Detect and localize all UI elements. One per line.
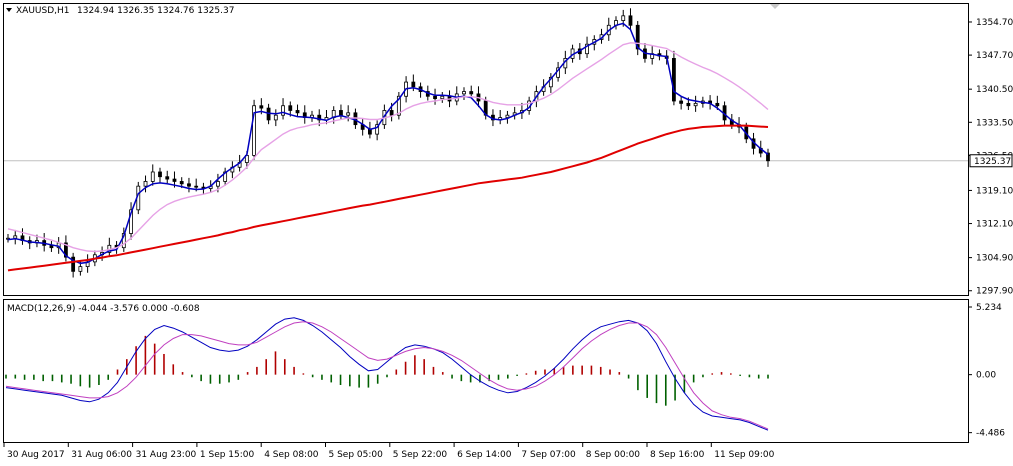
price-bar-body bbox=[187, 183, 191, 187]
macd-panel-frame bbox=[3, 299, 969, 443]
price-tick-label: 1340.50 bbox=[976, 85, 1013, 95]
price-bar-body bbox=[179, 181, 184, 185]
time-tick-label: 1 Sep 15:00 bbox=[200, 450, 255, 460]
price-bar-body bbox=[462, 91, 466, 95]
current-price-label: 1325.37 bbox=[974, 157, 1011, 167]
macd-label: MACD(12,26,9) -4.044 -3.576 0.000 -0.608 bbox=[7, 304, 200, 314]
current-price-box bbox=[969, 154, 1013, 168]
symbol-label: XAUUSD,H1 bbox=[16, 6, 70, 16]
price-bar-body bbox=[672, 58, 676, 102]
price-bar-body bbox=[686, 102, 691, 107]
price-bar-body bbox=[158, 171, 162, 178]
time-tick-label: 31 Aug 23:00 bbox=[136, 450, 197, 460]
price-tick-label: 1304.90 bbox=[976, 254, 1013, 264]
price-bar-body bbox=[288, 105, 293, 111]
price-bar-body bbox=[346, 112, 351, 116]
price-bar-body bbox=[259, 105, 264, 109]
price-tick-label: 1333.50 bbox=[976, 118, 1013, 128]
price-bar-body bbox=[505, 114, 510, 118]
price-bar-body bbox=[143, 181, 148, 187]
price-bar-body bbox=[295, 110, 300, 114]
price-bar-body bbox=[216, 181, 220, 187]
time-tick-label: 5 Sep 05:00 bbox=[329, 450, 384, 460]
price-bar-body bbox=[679, 100, 684, 104]
price-bar-body bbox=[440, 95, 445, 100]
macd-axis: 5.234 0.00 -4.486 bbox=[968, 303, 1005, 439]
price-bar-body bbox=[78, 266, 83, 272]
price-bar-body bbox=[585, 43, 589, 55]
mid-ma-line bbox=[7, 42, 769, 253]
price-bar-body bbox=[693, 102, 698, 107]
price-bar-body bbox=[766, 152, 770, 162]
macd-tick-label: -4.486 bbox=[976, 429, 1005, 439]
price-bar-body bbox=[71, 256, 76, 272]
price-bar-body bbox=[548, 76, 553, 88]
price-axis: 1354.701347.701340.501333.501326.501319.… bbox=[968, 18, 1013, 297]
price-bar-body bbox=[165, 176, 170, 180]
ohlc-values: 1324.94 1326.35 1324.76 1325.37 bbox=[77, 6, 234, 16]
price-bar-body bbox=[172, 178, 177, 182]
price-bar-body bbox=[194, 185, 199, 188]
price-bar-body bbox=[628, 15, 633, 26]
price-bar-body bbox=[469, 91, 474, 95]
time-tick-label: 11 Sep 09:00 bbox=[714, 450, 774, 460]
time-tick-label: 8 Sep 00:00 bbox=[586, 450, 641, 460]
price-bar-body bbox=[411, 81, 416, 88]
price-bar-body bbox=[273, 114, 278, 121]
price-bar-body bbox=[339, 110, 343, 116]
macd-line bbox=[5, 317, 769, 431]
slow-ma-line bbox=[7, 124, 769, 272]
time-tick-label: 6 Sep 14:00 bbox=[457, 450, 512, 460]
collapse-triangle-icon[interactable] bbox=[6, 8, 12, 12]
macd-lines bbox=[5, 317, 769, 431]
price-tick-label: 1297.90 bbox=[976, 287, 1013, 297]
time-axis: 30 Aug 2017 31 Aug 06:00 31 Aug 23:00 1 Sep… bbox=[3, 442, 775, 460]
macd-tick-label: 5.234 bbox=[976, 303, 1002, 313]
price-bar-body bbox=[635, 24, 640, 50]
signal-line bbox=[5, 321, 769, 430]
price-bar-body bbox=[129, 209, 133, 234]
price-tick-label: 1319.10 bbox=[976, 186, 1013, 196]
price-bar-body bbox=[375, 124, 380, 135]
shift-marker-icon[interactable] bbox=[770, 4, 780, 9]
price-bar-body bbox=[715, 102, 720, 107]
price-bar-body bbox=[281, 105, 285, 116]
price-bar-body bbox=[150, 171, 155, 182]
price-bar-body bbox=[252, 105, 256, 156]
price-bar-body bbox=[13, 235, 18, 239]
time-tick-label: 31 Aug 06:00 bbox=[71, 450, 132, 460]
time-tick-label: 30 Aug 2017 bbox=[7, 450, 65, 460]
price-tick-label: 1347.70 bbox=[976, 51, 1013, 61]
price-tick-label: 1354.70 bbox=[976, 18, 1013, 28]
macd-tick-label: 0.00 bbox=[976, 371, 996, 381]
price-panel-frame bbox=[3, 3, 969, 296]
price-tick-label: 1312.10 bbox=[976, 220, 1013, 230]
price-bar-body bbox=[396, 95, 401, 116]
price-bar-body bbox=[317, 114, 322, 121]
price-bar-body bbox=[64, 242, 68, 258]
moving-averages bbox=[7, 22, 769, 272]
time-tick-label: 7 Sep 07:00 bbox=[521, 450, 576, 460]
price-bar-body bbox=[389, 110, 394, 116]
time-tick-label: 8 Sep 16:00 bbox=[650, 450, 705, 460]
price-bar-body bbox=[621, 15, 626, 21]
fast-ma-line bbox=[7, 22, 769, 265]
time-tick-label: 5 Sep 22:00 bbox=[393, 450, 448, 460]
time-tick-label: 4 Sep 08:00 bbox=[264, 450, 319, 460]
price-bar-body bbox=[433, 95, 437, 100]
